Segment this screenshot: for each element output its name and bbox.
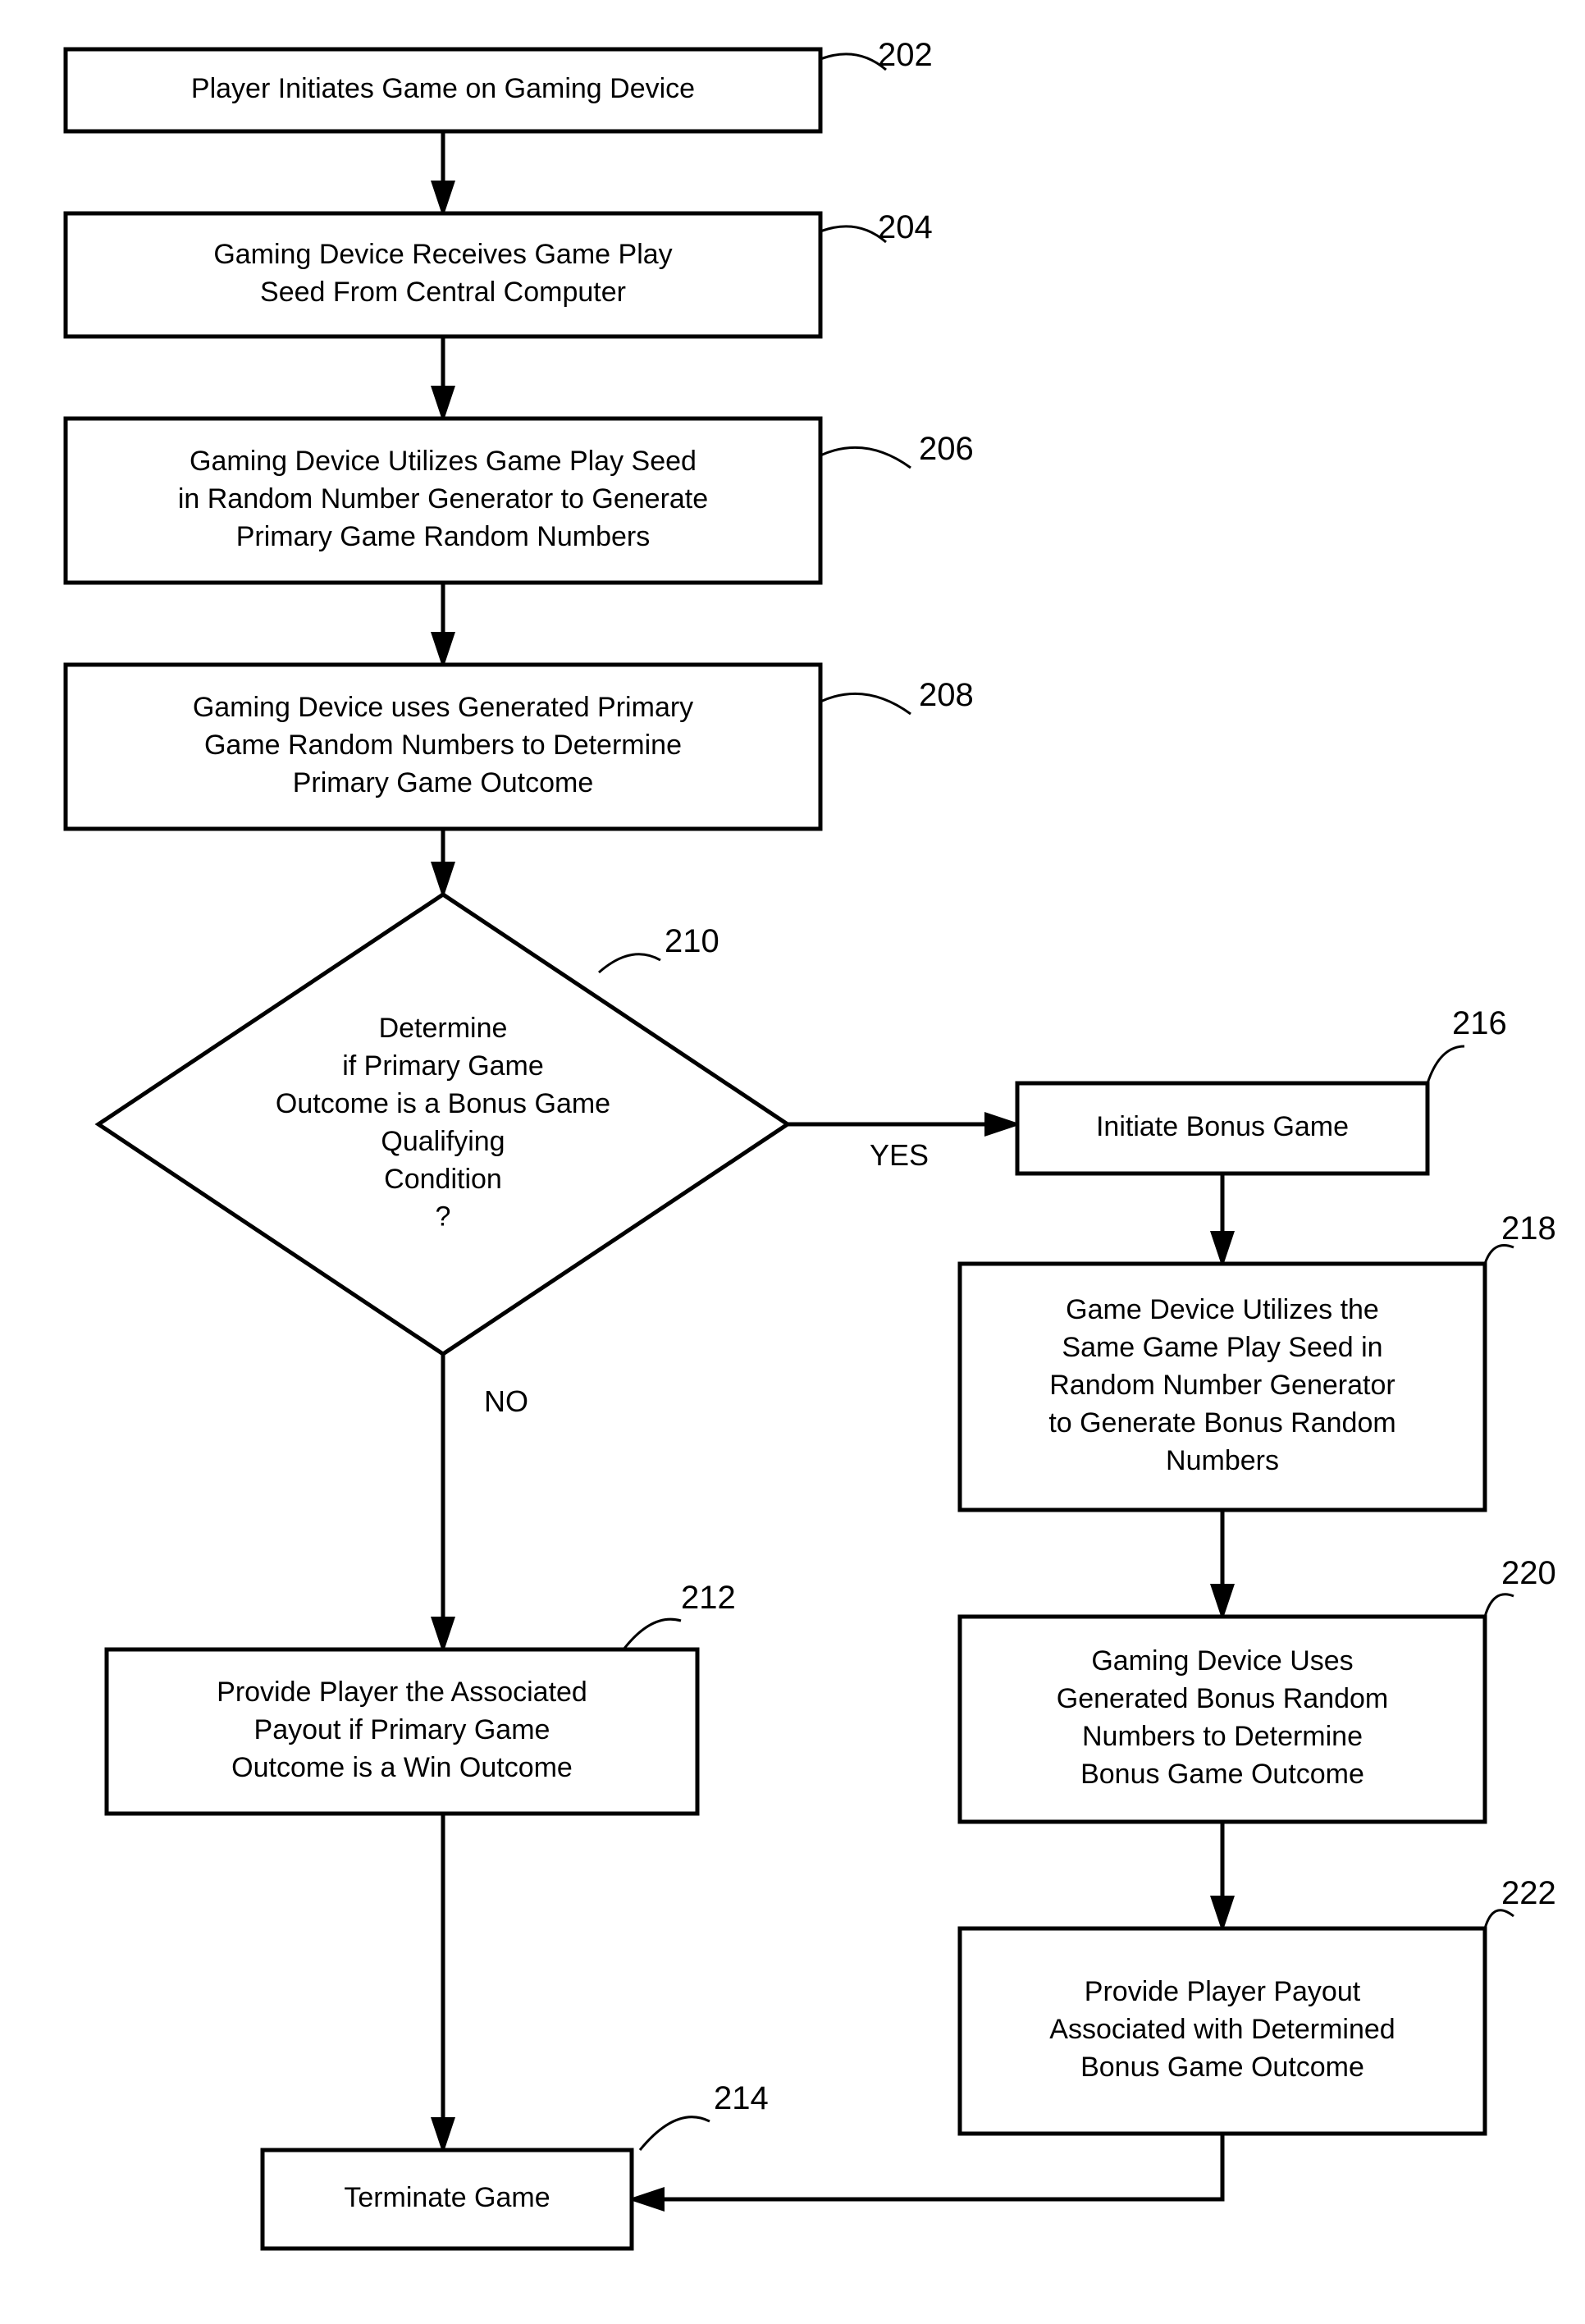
node-text: Game Random Numbers to Determine bbox=[204, 730, 682, 761]
ref-leadline bbox=[599, 954, 660, 972]
node-text: Player Initiates Game on Gaming Device bbox=[191, 73, 695, 104]
ref-number: 204 bbox=[878, 209, 933, 245]
flow-node: Determine if Primary Game Outcome is a Bon… bbox=[98, 894, 788, 1354]
ref-leadline bbox=[820, 693, 911, 714]
ref-leadline bbox=[1485, 1246, 1514, 1265]
node-text: Primary Game Random Numbers bbox=[236, 521, 650, 552]
node-text: Bonus Game Outcome bbox=[1080, 1759, 1364, 1790]
node-text: to Generate Bonus Random bbox=[1048, 1407, 1395, 1439]
ref-number: 212 bbox=[681, 1580, 736, 1616]
ref-number: 206 bbox=[919, 431, 974, 467]
node-text: Numbers bbox=[1166, 1445, 1279, 1476]
ref-leadline bbox=[1485, 1910, 1514, 1928]
ref-number: 210 bbox=[665, 923, 719, 959]
node-text: in Random Number Generator to Generate bbox=[178, 483, 708, 515]
node-text: Bonus Game Outcome bbox=[1080, 2052, 1364, 2083]
node-text: Generated Bonus Random bbox=[1057, 1683, 1388, 1714]
node-text: Initiate Bonus Game bbox=[1096, 1111, 1349, 1142]
node-text: Gaming Device uses Generated Primary bbox=[193, 692, 693, 723]
ref-number: 214 bbox=[714, 2080, 769, 2116]
flowchart-canvas: YESNOPlayer Initiates Game on Gaming Dev… bbox=[0, 0, 1585, 2324]
node-text: Seed From Central Computer bbox=[260, 277, 626, 308]
node-text: Associated with Determined bbox=[1049, 2014, 1395, 2045]
node-text: Primary Game Outcome bbox=[293, 767, 594, 798]
node-text: ? bbox=[436, 1201, 451, 1233]
node-text: Gaming Device Uses bbox=[1091, 1645, 1353, 1677]
ref-number: 208 bbox=[919, 677, 974, 713]
flow-edge bbox=[632, 2134, 1222, 2199]
ref-number: 218 bbox=[1501, 1210, 1556, 1247]
node-text: Same Game Play Seed in bbox=[1062, 1332, 1382, 1363]
ref-number: 216 bbox=[1452, 1005, 1507, 1041]
node-text: Provide Player the Associated bbox=[217, 1677, 587, 1708]
ref-leadline bbox=[820, 54, 886, 70]
node-text: Gaming Device Utilizes Game Play Seed bbox=[190, 446, 697, 477]
flow-node: Gaming Device uses Generated Primary Game… bbox=[66, 665, 820, 829]
ref-leadline bbox=[1427, 1046, 1464, 1083]
nodes: Player Initiates Game on Gaming Device Ga… bbox=[66, 49, 1485, 2249]
ref-leadline bbox=[1485, 1594, 1514, 1617]
node-text: Determine bbox=[379, 1013, 508, 1044]
flow-node: Gaming Device Uses Generated Bonus Random… bbox=[960, 1617, 1485, 1822]
ref-leadline bbox=[623, 1619, 681, 1649]
node-text: Outcome is a Win Outcome bbox=[231, 1752, 573, 1783]
ref-number: 220 bbox=[1501, 1555, 1556, 1591]
flow-node: Provide Player the Associated Payout if P… bbox=[107, 1649, 697, 1814]
node-text: Outcome is a Bonus Game bbox=[276, 1088, 610, 1119]
flow-node: Gaming Device Receives Game Play Seed Fro… bbox=[66, 213, 820, 336]
node-text: Numbers to Determine bbox=[1082, 1721, 1363, 1752]
node-text: Gaming Device Receives Game Play bbox=[213, 239, 672, 270]
flow-node: Initiate Bonus Game bbox=[1017, 1083, 1427, 1173]
ref-leadline bbox=[820, 226, 886, 242]
flow-node: Game Device Utilizes the Same Game Play S… bbox=[960, 1264, 1485, 1510]
edge-label: NO bbox=[484, 1384, 528, 1418]
node-text: Qualifying bbox=[381, 1126, 505, 1157]
node-text: Payout if Primary Game bbox=[254, 1714, 550, 1745]
node-text: if Primary Game bbox=[342, 1050, 544, 1082]
ref-number: 202 bbox=[878, 37, 933, 73]
edge-label: YES bbox=[870, 1138, 929, 1172]
ref-number: 222 bbox=[1501, 1875, 1556, 1911]
flow-node: Terminate Game bbox=[263, 2150, 632, 2249]
flow-node: Provide Player Payout Associated with Det… bbox=[960, 1928, 1485, 2134]
node-text: Game Device Utilizes the bbox=[1066, 1294, 1379, 1325]
ref-leadline bbox=[640, 2117, 710, 2150]
flow-node: Player Initiates Game on Gaming Device bbox=[66, 49, 820, 131]
flow-node: Gaming Device Utilizes Game Play Seed in … bbox=[66, 419, 820, 583]
node-text: Condition bbox=[384, 1164, 502, 1195]
node-text: Provide Player Payout bbox=[1085, 1976, 1361, 2007]
ref-leadline bbox=[820, 447, 911, 468]
node-text: Terminate Game bbox=[344, 2182, 550, 2213]
node-text: Random Number Generator bbox=[1049, 1370, 1395, 1401]
